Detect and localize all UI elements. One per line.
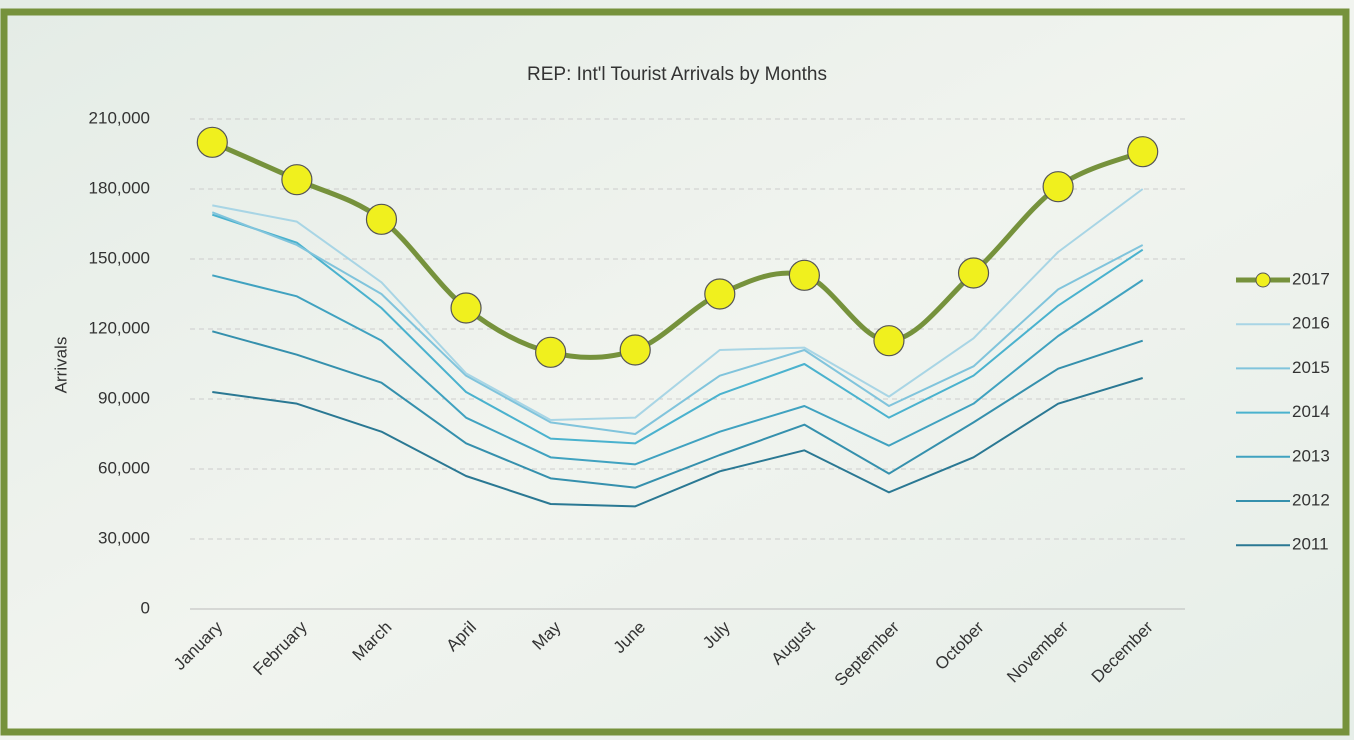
chart: REP: Int'l Tourist Arrivals by Months Ar…: [0, 0, 1354, 740]
legend-label: 2013: [1292, 446, 1330, 465]
chart-title: REP: Int'l Tourist Arrivals by Months: [527, 64, 827, 85]
legend-label: 2011: [1292, 535, 1329, 554]
marker: [959, 258, 989, 288]
marker: [874, 326, 904, 356]
legend-label: 2017: [1292, 269, 1330, 288]
y-tick-label: 180,000: [89, 178, 150, 197]
legend-label: 2014: [1292, 402, 1330, 421]
marker: [705, 279, 735, 309]
y-axis-label: Arrivals: [51, 337, 70, 394]
marker: [536, 337, 566, 367]
y-tick-label: 150,000: [89, 248, 150, 267]
marker: [620, 335, 650, 365]
y-tick-label: 210,000: [89, 108, 150, 127]
y-tick-label: 30,000: [98, 528, 150, 547]
y-tick-label: 60,000: [98, 458, 150, 477]
legend-label: 2012: [1292, 490, 1330, 509]
y-tick-label: 90,000: [98, 388, 150, 407]
marker: [197, 127, 227, 157]
marker: [1128, 137, 1158, 167]
marker: [451, 293, 481, 323]
y-tick-label: 0: [141, 598, 150, 617]
marker: [1043, 172, 1073, 202]
legend-marker: [1256, 273, 1270, 287]
legend-label: 2015: [1292, 358, 1330, 377]
legend-label: 2016: [1292, 314, 1330, 333]
marker: [282, 165, 312, 195]
y-tick-label: 120,000: [89, 318, 150, 337]
marker: [789, 260, 819, 290]
marker: [366, 204, 396, 234]
